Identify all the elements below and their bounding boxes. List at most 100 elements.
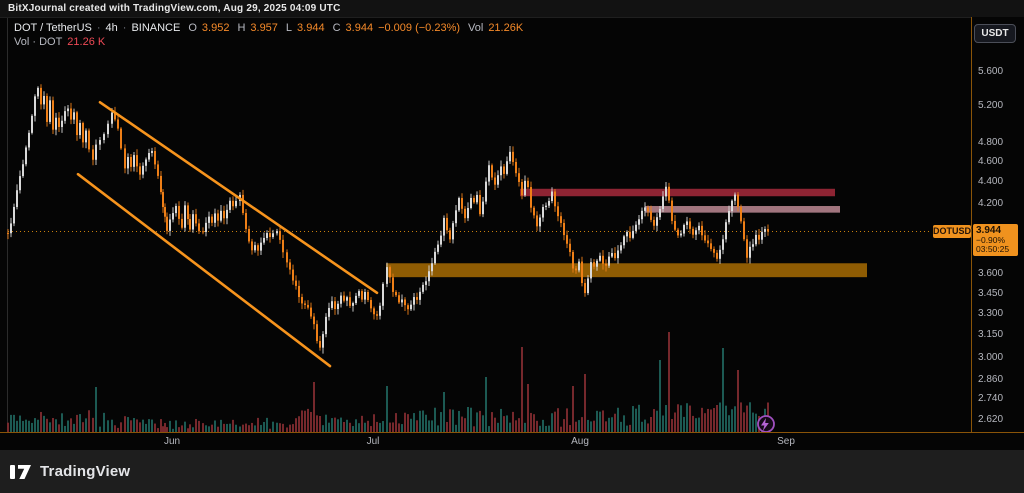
volume-bar [671, 419, 673, 432]
candle-body [695, 230, 697, 235]
legend-volume-row[interactable]: Vol · DOT 21.26 K [14, 35, 523, 49]
volume-bar [229, 423, 231, 432]
candle-body [593, 262, 595, 267]
volume-bar [710, 409, 712, 432]
volume-bar [611, 417, 613, 432]
price-tick-label: 5.200 [978, 99, 1004, 111]
volume-bar [623, 415, 625, 432]
volume-bar [467, 406, 469, 432]
supply-zone-pink[interactable] [645, 206, 840, 213]
volume-bar [725, 405, 727, 432]
volume-bar [488, 426, 490, 432]
supply-zone-red[interactable] [520, 188, 835, 197]
candle-body [289, 262, 291, 270]
legend-open-value: 3.952 [201, 22, 230, 34]
volume-indicator-label[interactable]: Vol · DOT [14, 36, 63, 48]
volume-bar [154, 423, 156, 432]
volume-bar [328, 422, 330, 432]
price-tick-label: 2.620 [978, 413, 1004, 425]
candle-body [133, 155, 135, 167]
volume-bar [497, 422, 499, 432]
candle-body [205, 222, 207, 232]
candle-body [467, 208, 469, 219]
candle-body [479, 194, 481, 215]
tradingview-brand-link[interactable]: TradingView [40, 463, 131, 480]
legend-symbol-row[interactable]: DOT / TetherUS · 4h · BINANCE O 3.952 H … [14, 21, 523, 35]
volume-bar [79, 414, 81, 432]
candle-body [195, 214, 197, 224]
candle-body [638, 219, 640, 225]
volume-bar [626, 425, 628, 432]
candle-body [617, 250, 619, 259]
volume-bar [632, 406, 634, 432]
volume-bar [301, 410, 303, 432]
demand-zone-gold[interactable] [386, 263, 867, 278]
candle-body [325, 316, 327, 335]
candle-body [307, 304, 309, 308]
candle-body [43, 95, 45, 105]
lightning-icon[interactable] [761, 418, 769, 431]
candle-body [211, 216, 213, 223]
descending-channel-lower[interactable] [76, 172, 332, 368]
candle-body [590, 262, 592, 279]
volume-bar [217, 426, 219, 432]
candle-body [728, 210, 730, 223]
descending-channel-upper[interactable] [98, 100, 379, 295]
candle-body [749, 246, 751, 258]
candle-body [142, 165, 144, 175]
candle-body [392, 277, 394, 292]
legend-symbol[interactable]: DOT / TetherUS [14, 22, 92, 34]
candle-body [494, 177, 496, 185]
time-tick-label-jun: Jun [163, 436, 181, 447]
candle-body [653, 219, 655, 226]
candle-body [107, 123, 109, 135]
volume-bar [533, 414, 535, 432]
volume-bar [31, 422, 33, 432]
currency-toggle-button[interactable]: USDT [974, 24, 1016, 43]
candle-body [260, 242, 262, 251]
volume-bar [325, 414, 327, 432]
volume-bar [704, 413, 706, 432]
candle-body [542, 207, 544, 218]
volume-bar [698, 417, 700, 432]
volume-bar [647, 423, 649, 432]
volume-bar [473, 426, 475, 432]
volume-bar [734, 406, 736, 432]
candle-body [178, 205, 180, 219]
volume-bar [178, 427, 180, 432]
candle-body [111, 112, 113, 124]
time-axis[interactable] [0, 432, 1024, 451]
candle-body [632, 230, 634, 238]
volume-bar [373, 414, 375, 432]
candle-body [533, 207, 535, 216]
legend-separator: · [96, 22, 101, 34]
candle-body [7, 232, 9, 234]
candle-body [117, 119, 119, 129]
volume-bar [566, 408, 568, 432]
candle-body [752, 244, 754, 247]
volume-bar [352, 426, 354, 432]
volume-bar [269, 428, 271, 432]
candle-body [64, 111, 66, 121]
candle-body [16, 190, 18, 207]
volume-bar [379, 422, 381, 432]
price-tick-label: 3.150 [978, 329, 1004, 341]
candle-body [497, 175, 499, 185]
tradingview-logo-icon[interactable] [10, 464, 32, 480]
candle-body [361, 291, 363, 300]
volume-bar [713, 408, 715, 432]
candle-body [10, 223, 12, 234]
volume-bar [13, 414, 15, 432]
volume-bar [746, 405, 748, 432]
candle-body [524, 180, 526, 196]
legend-interval[interactable]: 4h [105, 22, 118, 34]
volume-bar [404, 412, 406, 432]
candle-body [446, 217, 448, 231]
candle-body [671, 200, 673, 221]
candle-body [73, 112, 75, 120]
volume-bar [242, 424, 244, 432]
candle-body [349, 297, 351, 306]
volume-bar [674, 412, 676, 432]
candle-body [310, 307, 312, 317]
